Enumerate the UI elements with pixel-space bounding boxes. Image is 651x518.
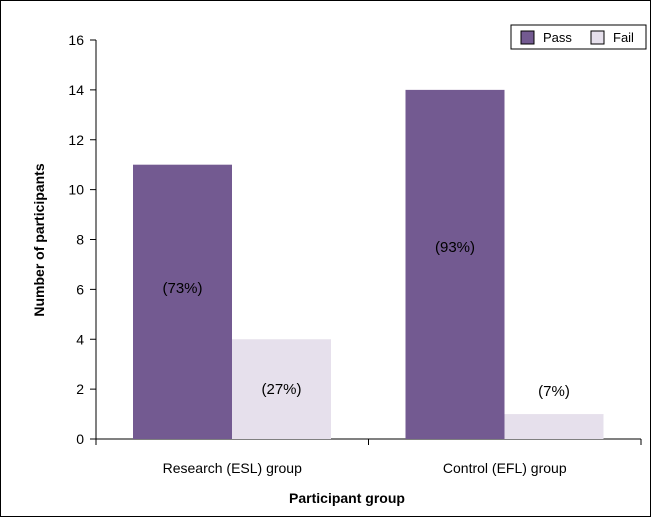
x-category-label: Control (EFL) group xyxy=(443,460,567,476)
legend-label-pass: Pass xyxy=(543,30,572,45)
y-tick-label: 14 xyxy=(68,82,84,98)
legend-label-fail: Fail xyxy=(613,30,634,45)
y-tick-label: 8 xyxy=(76,232,84,248)
y-tick-label: 2 xyxy=(76,381,84,397)
y-axis-title: Number of participants xyxy=(31,163,47,316)
bar-pass-2 xyxy=(405,89,505,439)
bar-fail-2 xyxy=(504,414,604,439)
legend: Pass Fail xyxy=(510,24,647,50)
bar-labels-group: (73%) (93%) (27%) (7%) xyxy=(162,239,569,400)
bar-data-label: (73%) xyxy=(162,280,202,297)
legend-swatch-fail xyxy=(590,30,605,45)
y-tick-label: 0 xyxy=(76,431,84,447)
y-tick-label: 6 xyxy=(76,281,84,297)
y-axis: 0 2 4 6 8 10 12 14 16 xyxy=(68,32,97,447)
bar-data-label: (93%) xyxy=(435,239,475,256)
x-axis: Research (ESL) group Control (EFL) group xyxy=(95,438,642,476)
y-tick-label: 12 xyxy=(68,132,84,148)
x-axis-title: Participant group xyxy=(289,490,405,506)
bar-data-label: (7%) xyxy=(538,383,570,400)
bar-data-label: (27%) xyxy=(261,381,301,398)
bar-pass-1 xyxy=(133,164,232,439)
bar-fail-1 xyxy=(232,339,331,439)
y-tick-label: 16 xyxy=(68,32,84,48)
legend-swatch-pass xyxy=(520,30,535,45)
y-tick-label: 4 xyxy=(76,331,84,347)
x-category-label: Research (ESL) group xyxy=(163,460,303,476)
y-tick-label: 10 xyxy=(68,182,84,198)
bars-group xyxy=(133,89,604,439)
